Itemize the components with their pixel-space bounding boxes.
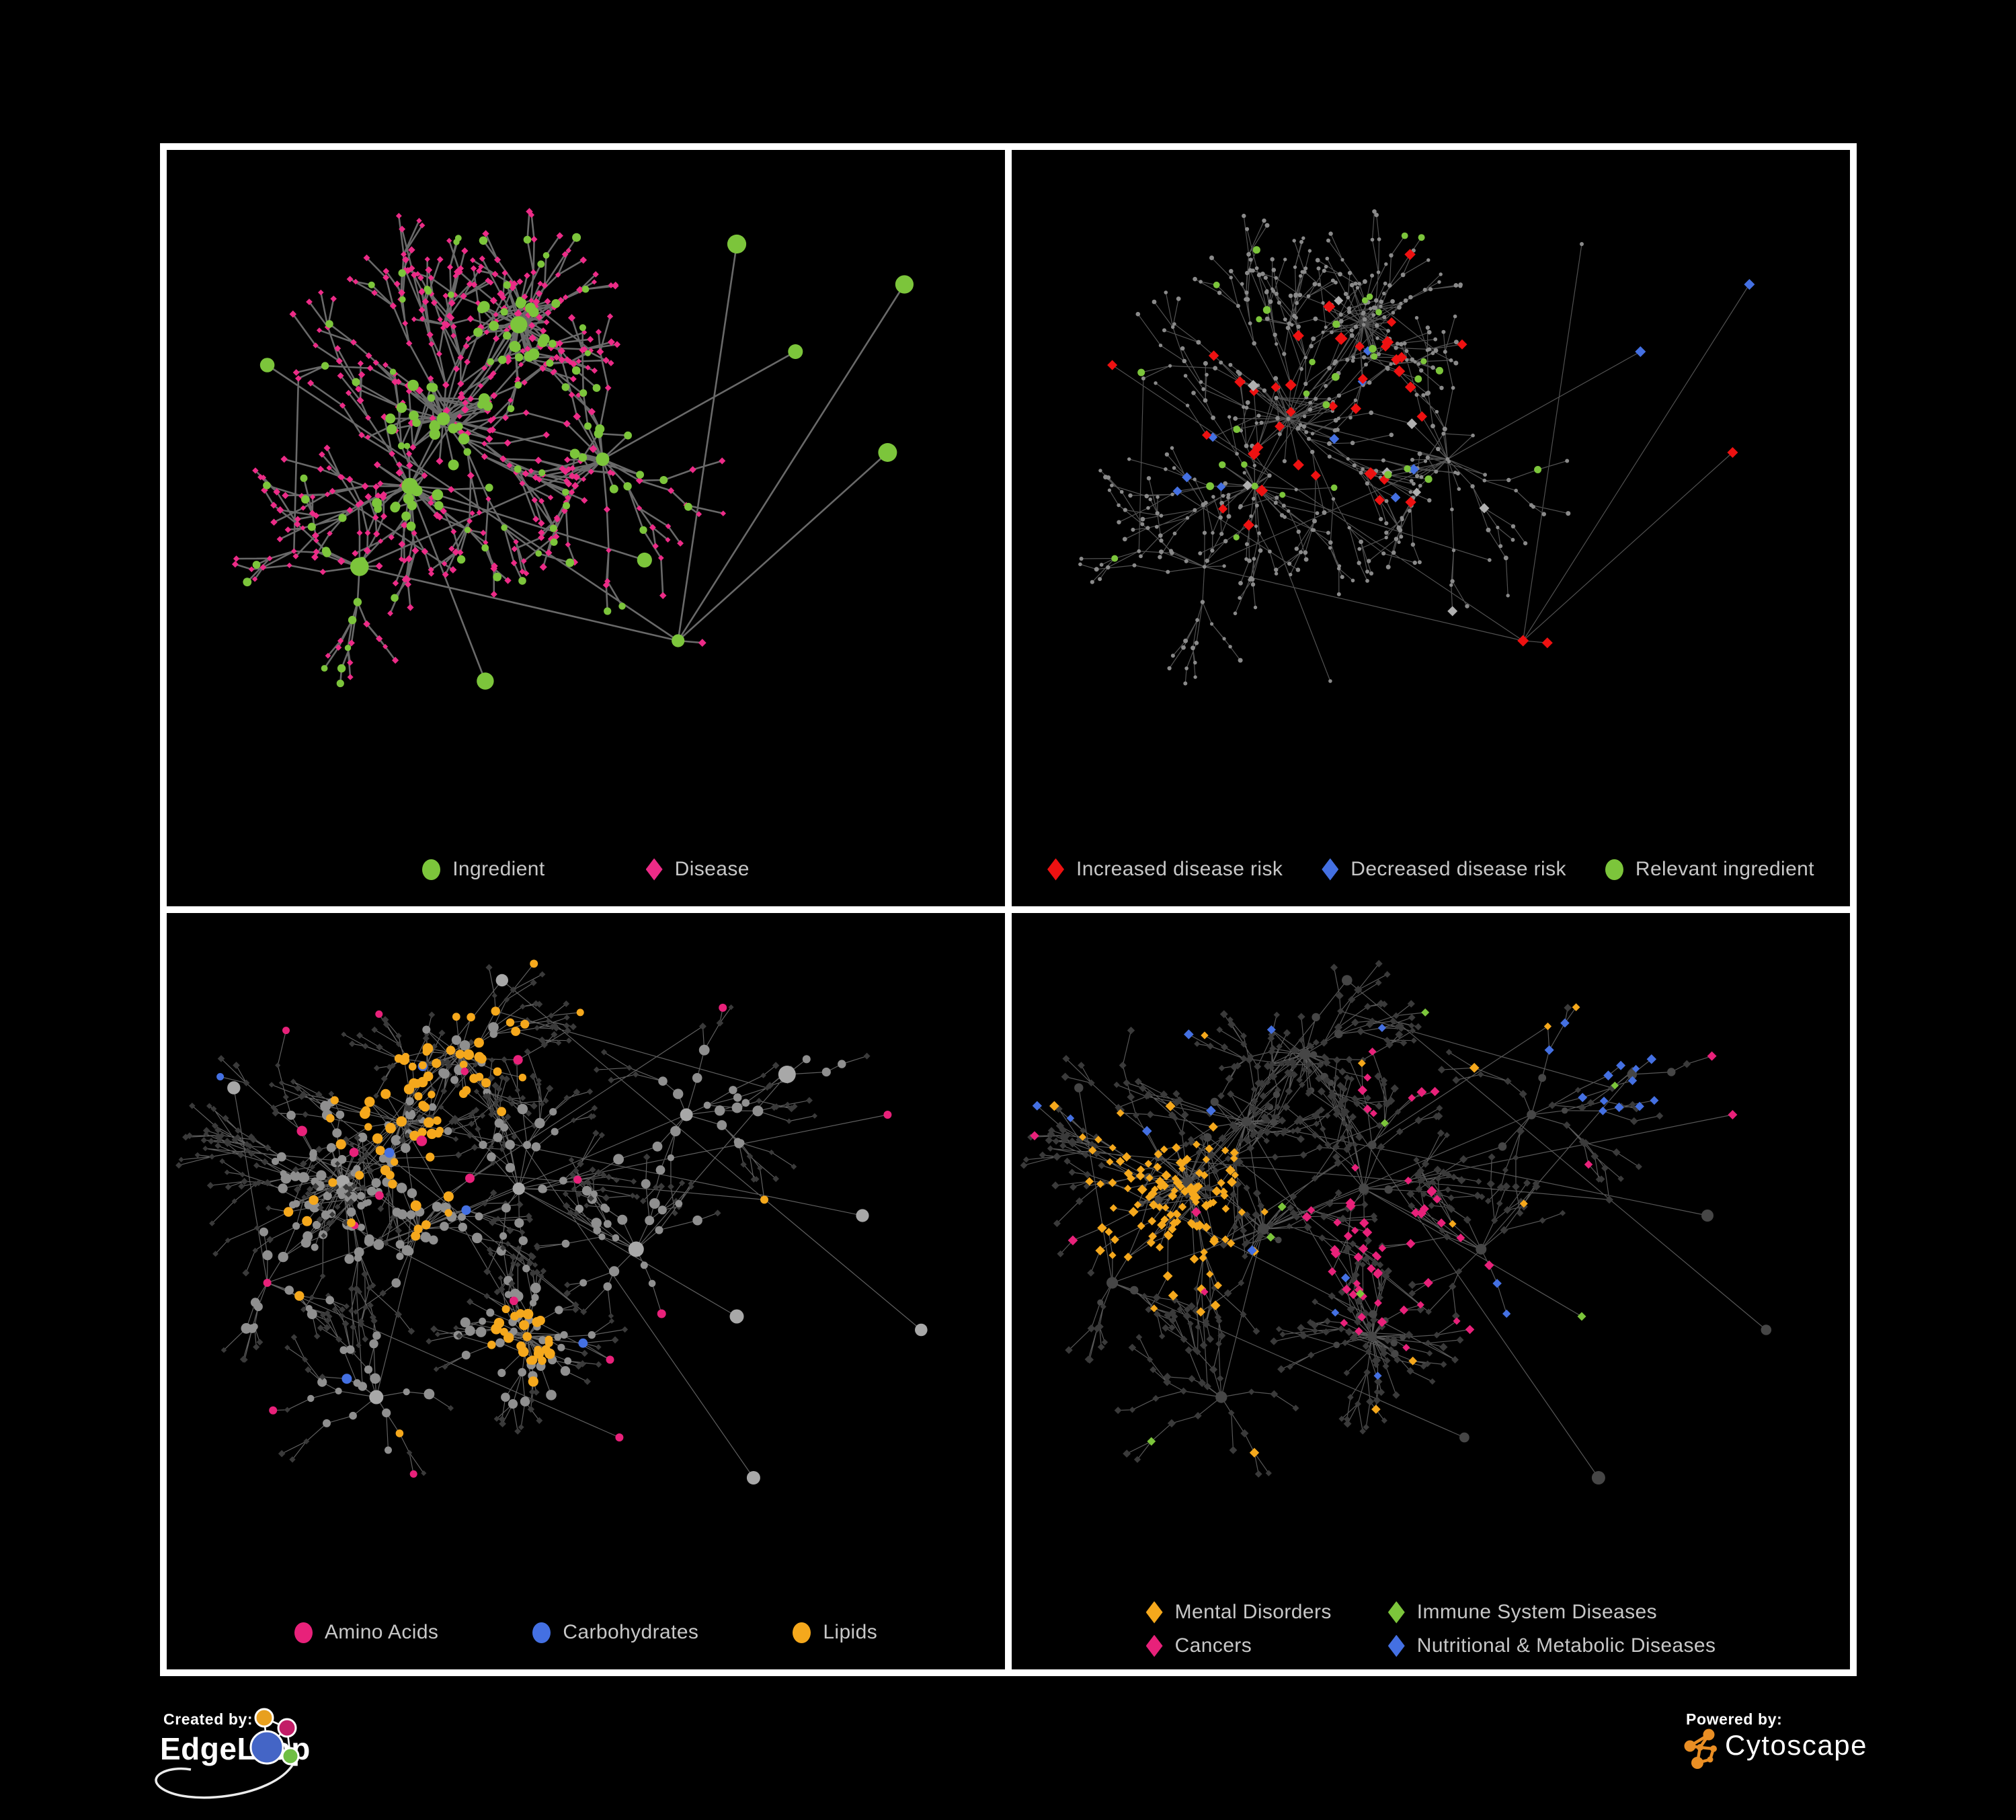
- legend-item: Increased disease risk: [1047, 858, 1283, 881]
- legend-item: Relevant ingredient: [1605, 858, 1814, 881]
- legend-item: Nutritional & Metabolic Diseases: [1387, 1634, 1716, 1657]
- amino-acids-swatch-icon: [294, 1622, 313, 1643]
- legend-label: Amino Acids: [324, 1621, 439, 1643]
- panel-disease-risk: Increased disease risk Decreased disease…: [1012, 150, 1850, 906]
- panel-nutrient-class: Amino Acids Carbohydrates Lipids: [167, 913, 1005, 1669]
- legend-label: Lipids: [823, 1621, 878, 1643]
- network-canvas-ingredient-disease: [231, 208, 914, 690]
- edgeleap-credit: Created by: EdgeLeap: [155, 1696, 531, 1803]
- network-canvas-nutrient-class: [175, 959, 928, 1485]
- carbohydrates-swatch-icon: [532, 1622, 551, 1643]
- nutritional-metabolic-swatch-icon: [1387, 1634, 1405, 1657]
- decreased-risk-swatch-icon: [1322, 858, 1339, 881]
- legend-item: Disease: [645, 858, 750, 881]
- legend-item: Amino Acids: [294, 1621, 438, 1644]
- created-by-label: Created by:: [163, 1710, 253, 1728]
- disease-swatch-icon: [645, 858, 663, 881]
- panel-disease-class: Mental Disorders Immune System Diseases …: [1012, 913, 1850, 1669]
- lipids-swatch-icon: [793, 1622, 811, 1643]
- legend-item: Mental Disorders: [1145, 1601, 1332, 1624]
- edgeleap-node-magenta: [277, 1718, 297, 1738]
- network-canvas-disease-risk: [1078, 209, 1755, 686]
- legend-label: Mental Disorders: [1174, 1601, 1332, 1623]
- network-canvas-disease-class: [1020, 959, 1772, 1485]
- edgeleap-node-blue: [249, 1730, 284, 1765]
- panel-ingredient-disease: Ingredient Disease: [167, 150, 1005, 906]
- edgeleap-logo-icon: [155, 1708, 300, 1799]
- increased-risk-swatch-icon: [1047, 858, 1064, 881]
- legend-ingredient-disease: Ingredient Disease: [167, 858, 1005, 881]
- powered-by-label: Powered by:: [1686, 1710, 1783, 1728]
- edgeleap-swoosh: [155, 1764, 294, 1799]
- legend-item: Cancers: [1145, 1634, 1332, 1657]
- edgeleap-node-orange: [254, 1708, 274, 1728]
- legend-item: Decreased disease risk: [1322, 858, 1566, 881]
- legend-label: Carbohydrates: [563, 1621, 699, 1643]
- immune-diseases-swatch-icon: [1387, 1601, 1405, 1624]
- legend-label: Nutritional & Metabolic Diseases: [1416, 1634, 1716, 1657]
- legend-label: Decreased disease risk: [1350, 858, 1566, 880]
- legend-item: Lipids: [793, 1621, 877, 1644]
- legend-disease-risk: Increased disease risk Decreased disease…: [1012, 858, 1850, 881]
- legend-label: Ingredient: [452, 858, 545, 880]
- ingredient-swatch-icon: [422, 859, 441, 880]
- relevant-ingredient-swatch-icon: [1605, 859, 1623, 880]
- cytoscape-credit: Powered by: Cytoscape: [1682, 1696, 1884, 1803]
- legend-item: Carbohydrates: [532, 1621, 698, 1644]
- mental-disorders-swatch-icon: [1145, 1601, 1163, 1624]
- legend-label: Relevant ingredient: [1635, 858, 1814, 880]
- legend-nutrient-class: Amino Acids Carbohydrates Lipids: [167, 1621, 1005, 1644]
- legend-label: Immune System Diseases: [1416, 1601, 1657, 1623]
- legend-label: Increased disease risk: [1076, 858, 1283, 880]
- edgeleap-node-green: [281, 1747, 300, 1766]
- four-panel-network-figure: Ingredient Disease Increased disease ris…: [160, 143, 1857, 1676]
- legend-item: Ingredient: [422, 858, 545, 881]
- legend-disease-class: Mental Disorders Immune System Diseases …: [1145, 1601, 1716, 1657]
- legend-item: Immune System Diseases: [1387, 1601, 1716, 1624]
- legend-label: Cancers: [1174, 1634, 1252, 1657]
- cytoscape-logo-icon: [1684, 1729, 1717, 1769]
- cytoscape-brand-text: Cytoscape: [1725, 1729, 1867, 1761]
- legend-label: Disease: [674, 858, 750, 880]
- cancers-swatch-icon: [1145, 1634, 1163, 1657]
